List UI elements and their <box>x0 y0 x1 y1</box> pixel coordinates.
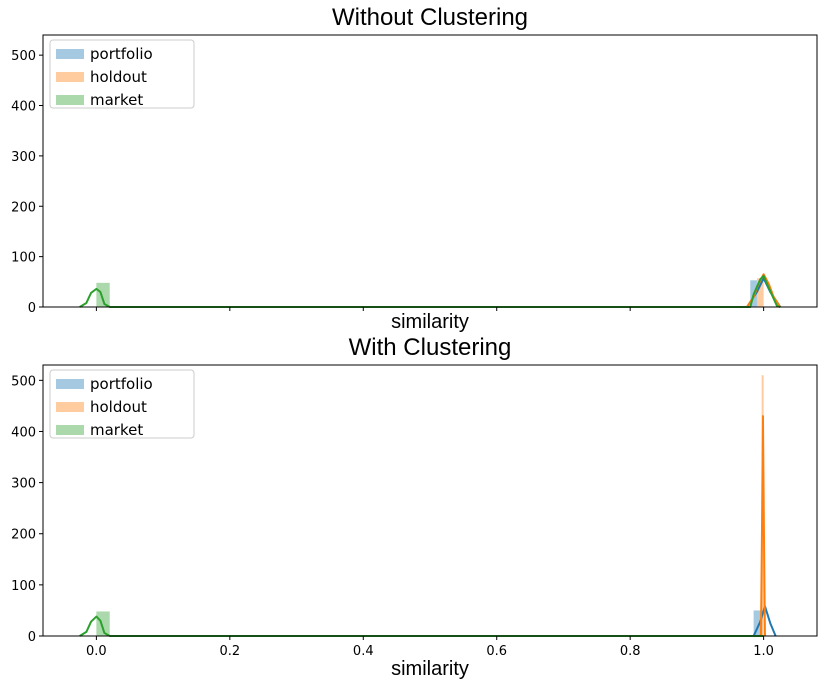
x-tick-label: 0.2 <box>219 644 240 659</box>
legend-box <box>49 369 195 439</box>
x-axis <box>95 307 765 311</box>
y-tick-label: 300 <box>11 477 36 492</box>
x-tick-label: 0.6 <box>486 644 507 659</box>
legend-swatch-market <box>56 425 84 435</box>
y-tick-label: 400 <box>11 100 36 115</box>
legend-swatch-holdout <box>56 72 84 82</box>
axes-frame <box>42 34 818 308</box>
histogram-bars <box>96 375 764 636</box>
y-tick-label: 0 <box>28 301 36 316</box>
kde-line-holdout <box>759 415 766 637</box>
chart-title: With Clustering <box>349 334 512 361</box>
legend-label-portfolio: portfolio <box>90 375 153 393</box>
x-tick-label: 0.8 <box>620 644 641 659</box>
legend-swatch-holdout <box>56 402 84 412</box>
x-tick-label: 0.4 <box>353 644 374 659</box>
y-tick-label: 200 <box>11 200 36 215</box>
panel-with-clustering: With Clustering 0 100 200 300 400 500 0.0 0.2 0.4… <box>11 334 818 680</box>
x-tick-label: 1.0 <box>753 644 774 659</box>
legend: portfolio holdout market <box>49 39 195 109</box>
y-tick-label: 100 <box>11 251 36 266</box>
y-axis: 0 100 200 300 400 500 <box>11 374 43 645</box>
histogram-bars <box>96 278 764 307</box>
legend-label-market: market <box>90 421 143 439</box>
y-tick-label: 0 <box>28 630 36 645</box>
chart-title: Without Clustering <box>332 4 528 31</box>
legend-label-portfolio: portfolio <box>90 45 153 63</box>
bar-market <box>96 282 110 307</box>
kde-lines <box>79 273 782 308</box>
kde-line-market <box>79 615 764 637</box>
y-tick-label: 400 <box>11 425 36 440</box>
legend-label-holdout: holdout <box>90 398 147 416</box>
y-tick-label: 500 <box>11 374 36 389</box>
legend-box <box>49 39 195 109</box>
axes-frame <box>42 364 818 637</box>
x-axis: 0.0 0.2 0.4 0.6 0.8 1.0 <box>86 636 774 659</box>
kde-line-market <box>79 274 781 308</box>
legend-label-holdout: holdout <box>90 68 147 86</box>
bar-market <box>96 611 110 636</box>
x-tick-label: 0.0 <box>86 644 107 659</box>
y-tick-label: 100 <box>11 579 36 594</box>
kde-lines <box>79 415 777 637</box>
legend-swatch-market <box>56 95 84 105</box>
bar-holdout <box>756 278 764 307</box>
y-tick-label: 200 <box>11 528 36 543</box>
x-axis-label: similarity <box>391 658 469 680</box>
y-tick-label: 500 <box>11 49 36 64</box>
bar-portfolio <box>753 610 763 636</box>
y-tick-label: 300 <box>11 150 36 165</box>
panel-without-clustering: Without Clustering 0 100 200 300 400 500 simila… <box>11 4 818 333</box>
legend: portfolio holdout market <box>49 369 195 439</box>
x-axis-label: similarity <box>391 311 469 333</box>
legend-swatch-portfolio <box>56 379 84 389</box>
legend-label-market: market <box>90 91 143 109</box>
y-axis: 0 100 200 300 400 500 <box>11 49 43 316</box>
legend-swatch-portfolio <box>56 49 84 59</box>
